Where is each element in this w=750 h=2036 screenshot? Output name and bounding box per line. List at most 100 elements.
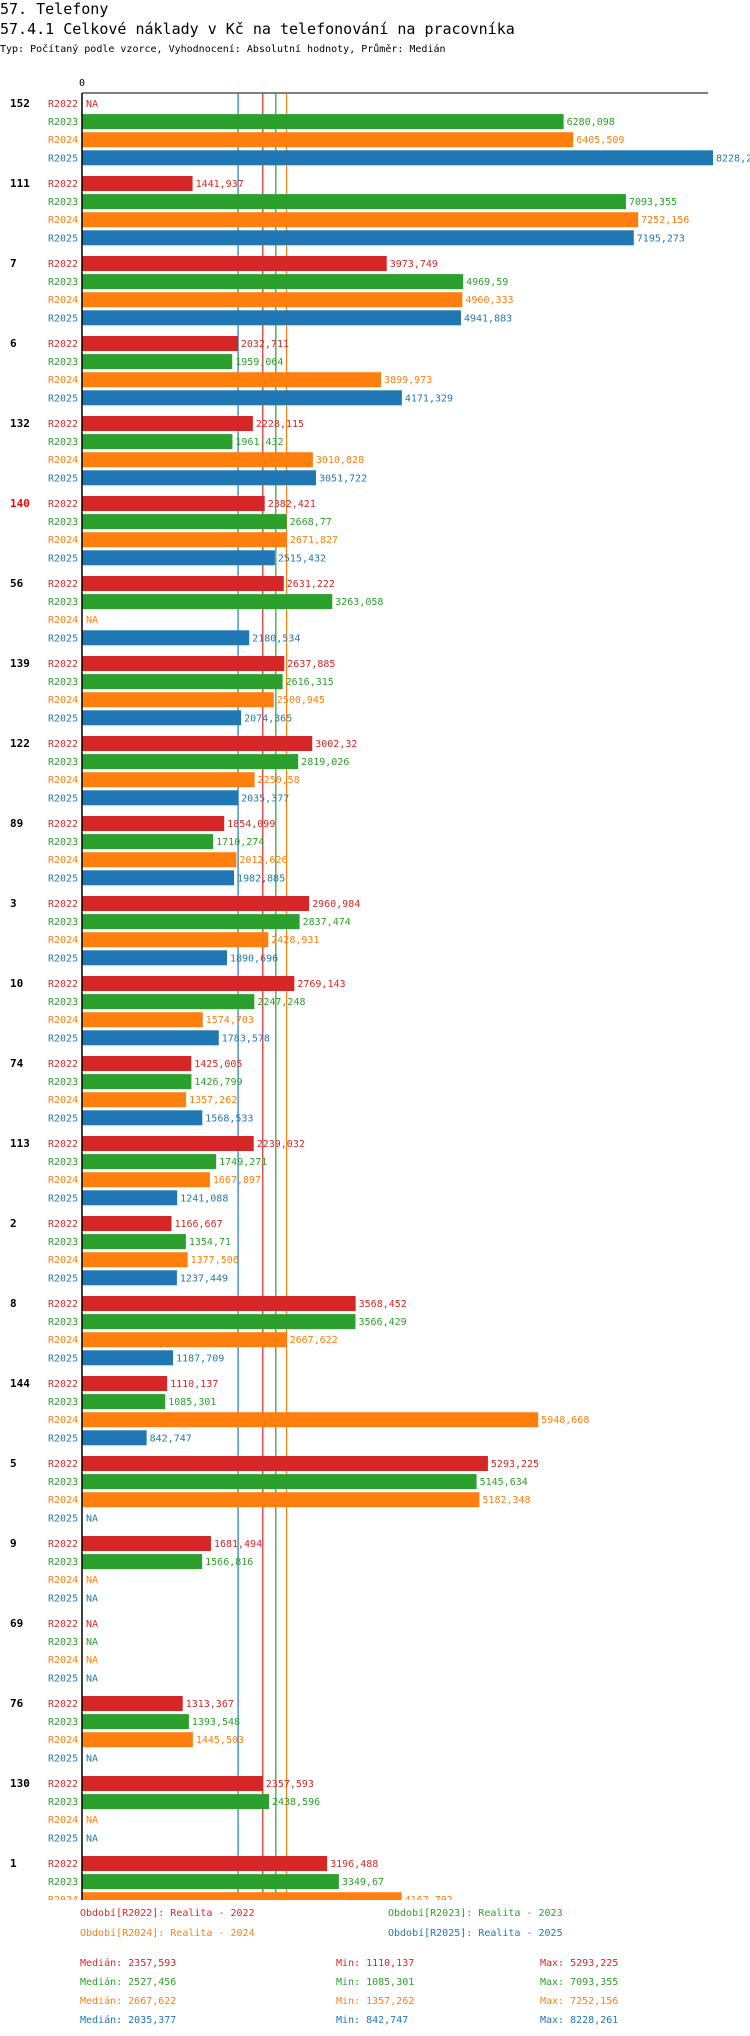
group-label: 89 (10, 817, 23, 830)
series-label: R2022 (48, 899, 78, 910)
group-label: 130 (10, 1777, 30, 1790)
data-label: 4941,883 (464, 313, 512, 324)
data-label: 2769,143 (297, 979, 345, 990)
series-label: R2023 (48, 117, 78, 128)
series-label: R2025 (48, 1833, 78, 1844)
bar (82, 1456, 488, 1471)
bar (82, 132, 574, 148)
data-label: 2616,315 (286, 677, 334, 688)
data-label: 3196,488 (330, 1859, 378, 1870)
group-label: 8 (10, 1297, 17, 1310)
series-label: R2023 (48, 1397, 78, 1408)
na-label: NA (86, 1673, 98, 1684)
group-label: 3 (10, 897, 17, 910)
data-label: 1354,71 (189, 1237, 231, 1248)
data-label: 1425,005 (194, 1059, 242, 1070)
data-label: 3899,973 (384, 375, 432, 386)
data-label: 1959,064 (235, 357, 283, 368)
bar (82, 674, 283, 690)
na-label: NA (86, 99, 98, 110)
bar (82, 1252, 188, 1268)
series-label: R2025 (48, 393, 78, 404)
bar (82, 870, 235, 886)
group-label: 74 (10, 1057, 24, 1070)
series-label: R2024 (48, 535, 78, 546)
series-label: R2024 (48, 1895, 78, 1900)
data-label: 1445,503 (196, 1735, 244, 1746)
data-label: 1566,816 (205, 1557, 253, 1568)
bar (82, 1092, 187, 1108)
data-label: 5182,348 (482, 1495, 530, 1506)
series-label: R2023 (48, 1477, 78, 1488)
data-label: 1854,099 (227, 819, 275, 830)
data-label: 2637,885 (287, 659, 335, 670)
data-label: 1982,885 (237, 873, 285, 884)
data-label: 1237,449 (180, 1273, 228, 1284)
series-label: R2023 (48, 1157, 78, 1168)
bar (82, 692, 274, 708)
data-label: 2250,58 (258, 775, 300, 786)
series-label: R2025 (48, 1673, 78, 1684)
data-label: 6405,509 (576, 135, 624, 146)
group-label: 122 (10, 737, 30, 750)
series-label: R2024 (48, 215, 78, 226)
bar (82, 656, 285, 671)
data-label: 5293,225 (491, 1459, 539, 1470)
data-label: 3568,452 (359, 1299, 407, 1310)
series-label: R2025 (48, 313, 78, 324)
data-label: 2180,534 (252, 633, 300, 644)
bar (82, 1492, 480, 1508)
stat-max-r2024: Max: 7252,156 (540, 1996, 619, 2007)
bar (82, 1714, 189, 1730)
series-label: R2025 (48, 1753, 78, 1764)
series-label: R2022 (48, 1859, 78, 1870)
bar (82, 1190, 178, 1206)
bar (82, 1474, 477, 1490)
data-label: 2515,432 (278, 553, 326, 564)
data-label: 2960,984 (312, 899, 360, 910)
series-label: R2022 (48, 419, 78, 430)
group-label: 5 (10, 1457, 17, 1470)
data-label: 3051,722 (319, 473, 367, 484)
data-label: 1681,494 (214, 1539, 262, 1550)
data-label: 6280,098 (567, 117, 615, 128)
series-label: R2024 (48, 1255, 78, 1266)
series-label: R2024 (48, 1175, 78, 1186)
bar (82, 336, 238, 351)
series-label: R2024 (48, 1015, 78, 1026)
data-label: 2357,593 (266, 1779, 314, 1790)
group-label: 76 (10, 1697, 24, 1710)
series-label: R2022 (48, 819, 78, 830)
series-label: R2025 (48, 1433, 78, 1444)
series-label: R2024 (48, 1495, 78, 1506)
group-label: 1 (10, 1857, 17, 1870)
data-label: 3002,32 (315, 739, 357, 750)
bar (82, 1874, 339, 1890)
stat-median-r2025: Medián: 2035,377 (80, 2015, 177, 2026)
group-label: 132 (10, 417, 30, 430)
data-label: 1187,709 (176, 1353, 224, 1364)
data-label: 7252,156 (641, 215, 689, 226)
series-label: R2024 (48, 1575, 78, 1586)
data-label: 1377,506 (191, 1255, 239, 1266)
series-label: R2025 (48, 473, 78, 484)
page-title: 57. Telefony (0, 0, 109, 18)
bar (82, 852, 237, 868)
data-label: 2012,626 (239, 855, 287, 866)
series-label: R2024 (48, 1735, 78, 1746)
series-label: R2022 (48, 499, 78, 510)
data-label: 2667,622 (290, 1335, 338, 1346)
data-label: 1961,432 (235, 437, 283, 448)
data-label: 4969,59 (466, 277, 508, 288)
bar (82, 292, 463, 308)
bar (82, 1394, 166, 1410)
data-label: 2500,945 (277, 695, 325, 706)
data-label: 1166,667 (174, 1219, 222, 1230)
bar (82, 1776, 263, 1791)
series-label: R2025 (48, 1113, 78, 1124)
series-label: R2023 (48, 837, 78, 848)
series-label: R2024 (48, 935, 78, 946)
series-label: R2024 (48, 1815, 78, 1826)
chart-title: 57.4.1 Celkové náklady v Kč na telefonov… (0, 20, 515, 38)
data-label: 4167,792 (405, 1895, 453, 1900)
